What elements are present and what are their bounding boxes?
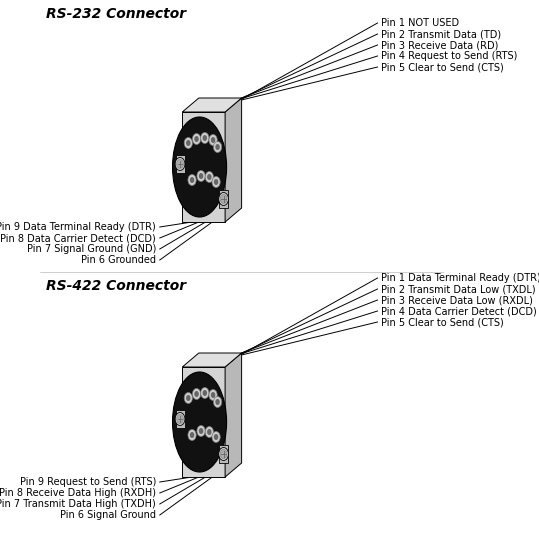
Ellipse shape (184, 138, 192, 149)
Ellipse shape (211, 392, 216, 398)
Text: RS-422 Connector: RS-422 Connector (46, 279, 186, 293)
Text: Pin 2 Transmit Data Low (TXDL): Pin 2 Transmit Data Low (TXDL) (381, 284, 536, 294)
Ellipse shape (219, 193, 229, 206)
Ellipse shape (209, 389, 217, 400)
Polygon shape (182, 98, 241, 112)
Polygon shape (225, 98, 241, 222)
Text: Pin 1 Data Terminal Ready (DTR): Pin 1 Data Terminal Ready (DTR) (381, 273, 539, 283)
Ellipse shape (212, 177, 220, 188)
Ellipse shape (172, 372, 226, 472)
Ellipse shape (175, 413, 185, 426)
Text: Pin 3 Receive Data Low (RXDL): Pin 3 Receive Data Low (RXDL) (381, 295, 533, 305)
Polygon shape (182, 112, 225, 222)
Text: Pin 6 Signal Ground: Pin 6 Signal Ground (60, 510, 156, 520)
Ellipse shape (211, 137, 216, 143)
Text: RS-232 Connector: RS-232 Connector (46, 7, 186, 21)
Polygon shape (225, 353, 241, 477)
Text: Pin 5 Clear to Send (CTS): Pin 5 Clear to Send (CTS) (381, 317, 504, 327)
Text: Pin 7 Signal Ground (GND): Pin 7 Signal Ground (GND) (26, 244, 156, 254)
Polygon shape (219, 445, 228, 463)
Ellipse shape (197, 170, 205, 182)
Ellipse shape (184, 393, 192, 403)
Ellipse shape (201, 133, 209, 144)
Text: Pin 9 Data Terminal Ready (DTR): Pin 9 Data Terminal Ready (DTR) (0, 222, 156, 232)
Ellipse shape (188, 174, 196, 185)
Polygon shape (176, 155, 184, 173)
Ellipse shape (194, 391, 199, 397)
Text: Pin 6 Grounded: Pin 6 Grounded (81, 255, 156, 265)
Ellipse shape (203, 135, 207, 141)
Text: Pin 8 Receive Data High (RXDH): Pin 8 Receive Data High (RXDH) (0, 488, 156, 498)
Ellipse shape (203, 390, 207, 396)
Ellipse shape (190, 177, 194, 183)
Polygon shape (182, 353, 241, 367)
Text: Pin 4 Data Carrier Detect (DCD): Pin 4 Data Carrier Detect (DCD) (381, 306, 537, 316)
Ellipse shape (194, 136, 199, 142)
Ellipse shape (205, 427, 213, 437)
Ellipse shape (214, 434, 218, 440)
Ellipse shape (212, 432, 220, 442)
Ellipse shape (213, 397, 222, 408)
Ellipse shape (192, 134, 201, 144)
Ellipse shape (219, 447, 229, 461)
Text: Pin 3 Receive Data (RD): Pin 3 Receive Data (RD) (381, 40, 499, 50)
Ellipse shape (213, 141, 222, 153)
Text: Pin 9 Request to Send (RTS): Pin 9 Request to Send (RTS) (19, 477, 156, 487)
Ellipse shape (177, 159, 183, 169)
Ellipse shape (220, 449, 227, 458)
Text: Pin 7 Transmit Data High (TXDH): Pin 7 Transmit Data High (TXDH) (0, 499, 156, 509)
Text: Pin 1 NOT USED: Pin 1 NOT USED (381, 18, 459, 28)
Ellipse shape (186, 140, 191, 146)
Ellipse shape (201, 388, 209, 398)
Polygon shape (182, 367, 225, 477)
Ellipse shape (214, 179, 218, 185)
Ellipse shape (199, 428, 203, 434)
Ellipse shape (209, 134, 217, 145)
Ellipse shape (192, 388, 201, 399)
Ellipse shape (216, 399, 220, 405)
Ellipse shape (216, 144, 220, 150)
Ellipse shape (175, 158, 185, 170)
Text: Pin 4 Request to Send (RTS): Pin 4 Request to Send (RTS) (381, 51, 517, 61)
Ellipse shape (172, 117, 226, 217)
Ellipse shape (207, 174, 212, 180)
Text: Pin 2 Transmit Data (TD): Pin 2 Transmit Data (TD) (381, 29, 501, 39)
Ellipse shape (190, 432, 194, 438)
Ellipse shape (188, 429, 196, 441)
Ellipse shape (207, 429, 212, 435)
Ellipse shape (199, 173, 203, 179)
Ellipse shape (197, 426, 205, 437)
Polygon shape (176, 410, 184, 428)
Polygon shape (219, 190, 228, 208)
Ellipse shape (186, 395, 191, 401)
Text: Pin 8 Data Carrier Detect (DCD): Pin 8 Data Carrier Detect (DCD) (0, 233, 156, 243)
Ellipse shape (177, 414, 183, 423)
Ellipse shape (205, 172, 213, 183)
Ellipse shape (220, 194, 227, 203)
Text: Pin 5 Clear to Send (CTS): Pin 5 Clear to Send (CTS) (381, 62, 504, 72)
